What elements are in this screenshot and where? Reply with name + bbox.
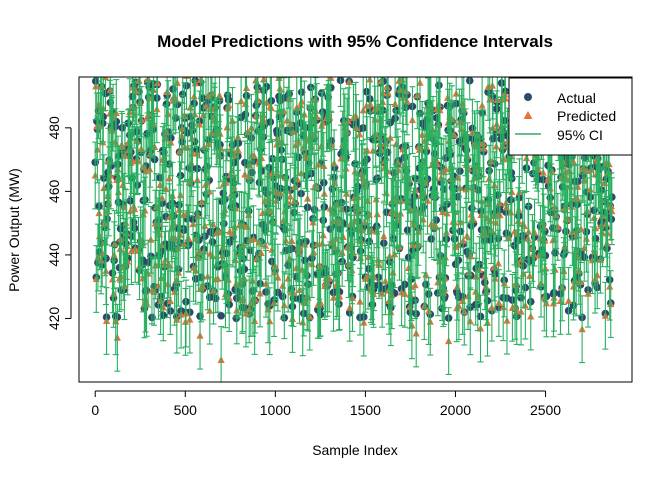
legend: Actual Predicted 95% CI [508, 77, 633, 156]
y-tick-label: 460 [46, 179, 62, 203]
plot-frame [78, 76, 633, 383]
y-tick-label: 480 [46, 116, 62, 140]
actual-point [217, 311, 225, 320]
y-axis-label: Power Output (MW) [6, 168, 22, 292]
predicted-point [337, 69, 344, 76]
y-tick-label: 440 [46, 243, 62, 267]
predicted-point [528, 67, 535, 74]
x-tick-label: 1000 [260, 402, 291, 418]
x-tick-label: 2000 [440, 402, 471, 418]
legend-predicted-marker [523, 111, 533, 119]
legend-ci-label: 95% CI [557, 127, 603, 143]
legend-actual-label: Actual [557, 90, 596, 106]
predicted-point [199, 58, 206, 65]
chart-title: Model Predictions with 95% Confidence In… [157, 32, 553, 51]
legend-actual-marker [524, 93, 532, 101]
x-tick-label: 2500 [530, 402, 561, 418]
y-axis: 420 440 460 480 [46, 116, 72, 331]
x-axis: 0 500 1000 1500 2000 2500 [91, 390, 561, 418]
y-tick-label: 420 [46, 307, 62, 331]
x-tick-label: 0 [91, 402, 99, 418]
predicted-point [498, 65, 505, 72]
actual-point [373, 174, 382, 182]
ci-bars [92, 77, 615, 382]
legend-predicted-label: Predicted [557, 108, 616, 124]
predicted-point [466, 62, 473, 69]
x-axis-label: Sample Index [312, 442, 398, 458]
x-tick-label: 500 [174, 402, 198, 418]
x-tick-label: 1500 [350, 402, 381, 418]
predicted-point [179, 66, 186, 73]
